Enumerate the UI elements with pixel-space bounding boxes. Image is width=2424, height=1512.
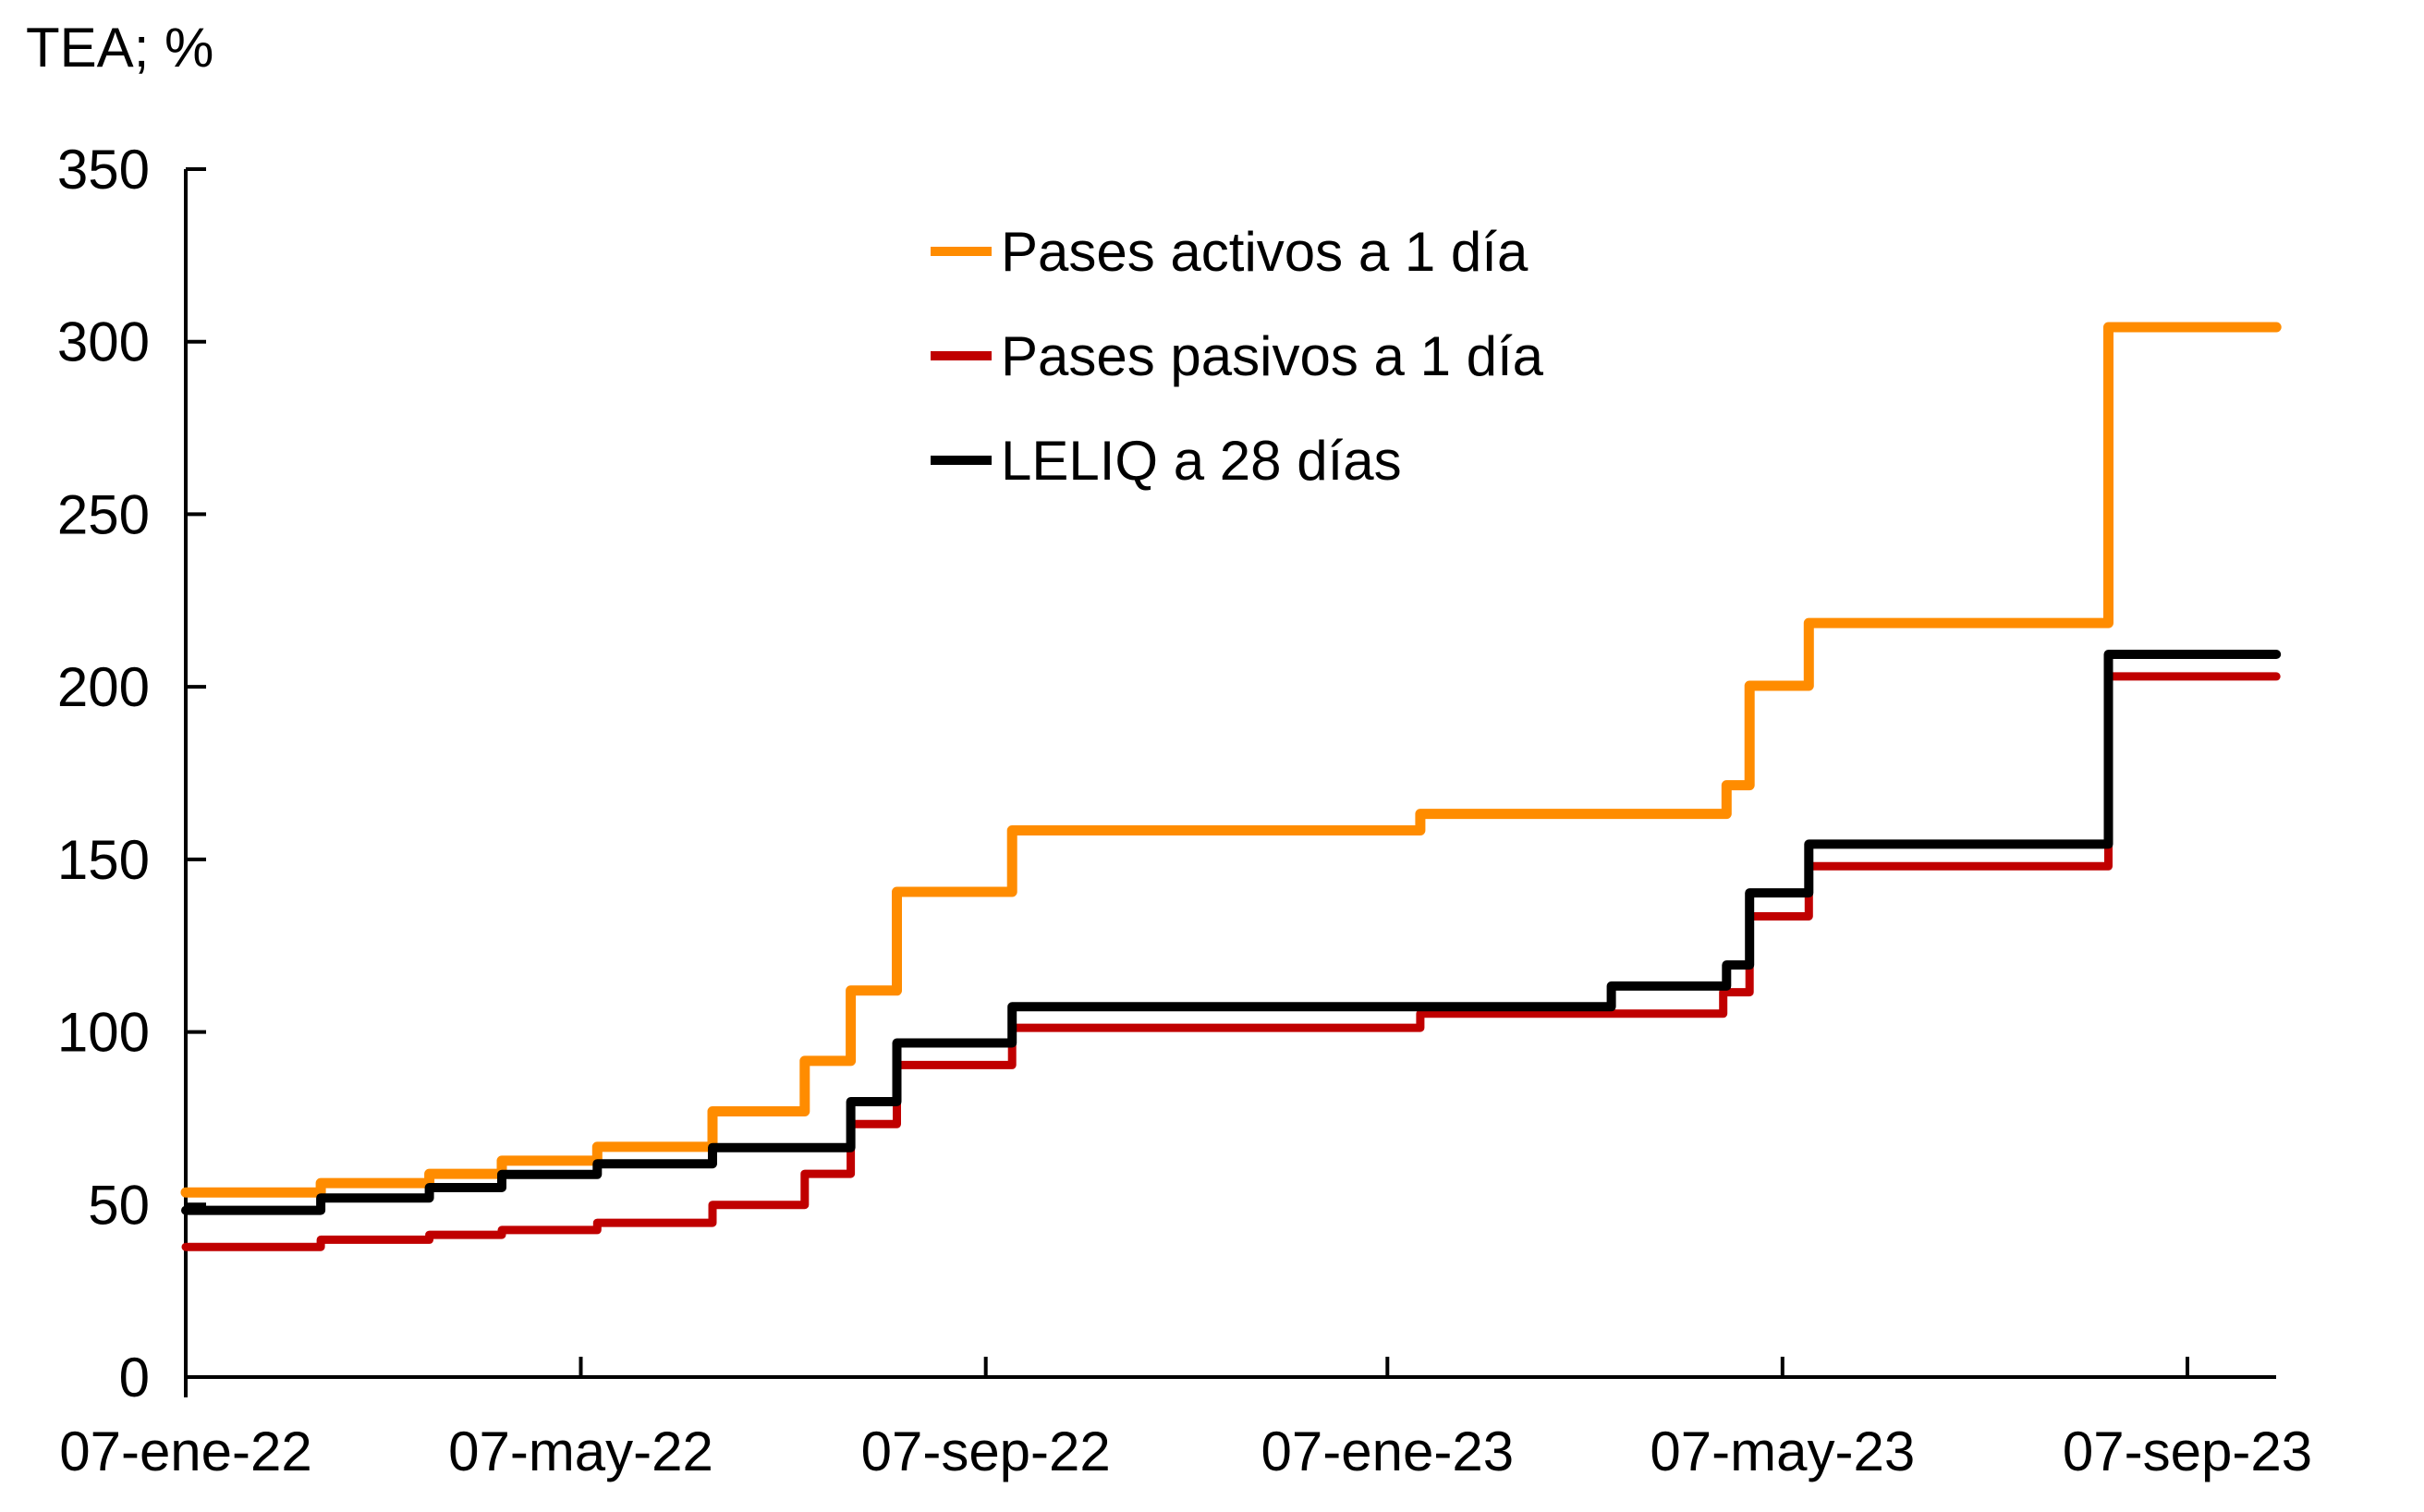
x-tick-label: 07-may-22	[448, 1421, 713, 1482]
series-line-pases-pasivos-a-1-dia	[181, 672, 2281, 1251]
legend: Pases activos a 1 día Pases pasivos a 1 …	[931, 221, 1544, 492]
chart-title: TEA; %	[26, 17, 213, 79]
y-tick-label: 350	[57, 139, 150, 201]
y-tick-label: 0	[119, 1347, 150, 1408]
y-tick-label: 150	[57, 829, 150, 891]
legend-item-pases-pasivos: Pases pasivos a 1 día	[931, 325, 1544, 387]
x-tick-label: 07-ene-23	[1261, 1421, 1515, 1482]
x-tick-label: 07-sep-22	[861, 1421, 1111, 1482]
y-axis-tick-labels: 0 50 100 150 200 250 300 350	[57, 139, 150, 1408]
legend-label-pases-activos: Pases activos a 1 día	[1001, 221, 1529, 283]
y-tick-label: 100	[57, 1002, 150, 1064]
y-tick-label: 200	[57, 656, 150, 718]
x-tick-label: 07-sep-23	[2063, 1421, 2312, 1482]
y-tick-label: 300	[57, 311, 150, 373]
x-tick-label: 07-may-23	[1650, 1421, 1915, 1482]
legend-label-pases-pasivos: Pases pasivos a 1 día	[1001, 325, 1544, 387]
series-line-leliq-a-28-dias	[181, 650, 2282, 1215]
y-tick-label: 50	[88, 1174, 150, 1236]
x-axis-tick-labels: 07-ene-22 07-may-22 07-sep-22 07-ene-23 07-m…	[59, 1421, 2312, 1482]
legend-item-pases-activos: Pases activos a 1 día	[931, 221, 1529, 283]
series-lines	[180, 322, 2282, 1251]
legend-label-leliq: LELIQ a 28 días	[1001, 430, 1402, 492]
legend-item-leliq: LELIQ a 28 días	[931, 430, 1402, 492]
x-tick-label: 07-ene-22	[59, 1421, 312, 1482]
y-tick-label: 250	[57, 483, 150, 545]
